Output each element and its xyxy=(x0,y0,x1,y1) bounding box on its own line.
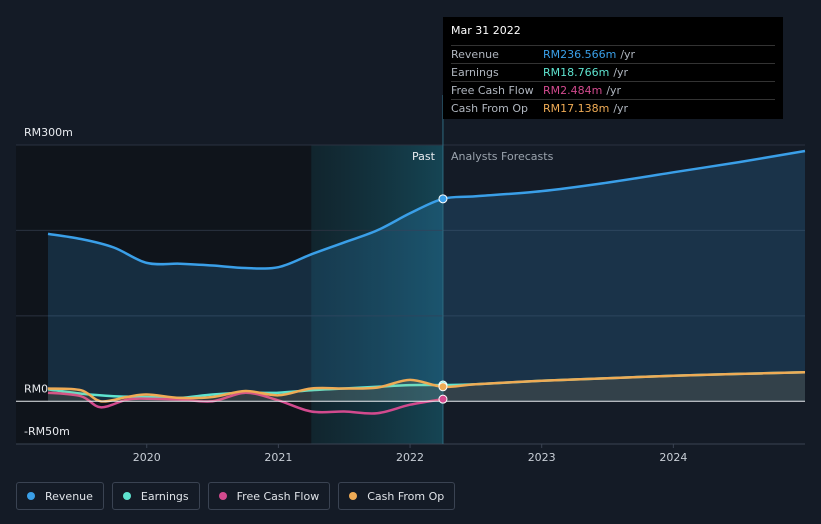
tooltip-row-earnings: Earnings RM18.766m/yr xyxy=(451,63,775,81)
cash-from-op-marker xyxy=(438,382,448,392)
legend-item-earnings[interactable]: Earnings xyxy=(111,482,200,510)
tooltip-date: Mar 31 2022 xyxy=(451,24,521,37)
legend-label: Revenue xyxy=(45,489,93,503)
tooltip-unit: /yr xyxy=(620,48,636,61)
tooltip-label: Earnings xyxy=(451,66,499,79)
legend-item-cash-from-op[interactable]: Cash From Op xyxy=(338,482,456,510)
x-tick-label: 2020 xyxy=(133,451,161,464)
y-tick-label: RM0 xyxy=(24,382,48,395)
revenue-line xyxy=(47,149,806,270)
free-cash-flow-line xyxy=(47,391,444,415)
legend-item-revenue[interactable]: Revenue xyxy=(16,482,104,510)
legend-label: Cash From Op xyxy=(367,489,445,503)
tooltip-value: RM2.484m xyxy=(543,84,603,97)
x-tick-label: 2024 xyxy=(659,451,687,464)
tooltip-unit: /yr xyxy=(613,102,629,115)
legend-item-free-cash-flow[interactable]: Free Cash Flow xyxy=(207,482,331,510)
tooltip-row-cash-from-op: Cash From Op RM17.138m/yr xyxy=(451,99,775,117)
legend-dot-icon xyxy=(349,492,358,500)
legend-dot-icon xyxy=(27,492,35,500)
cash-from-op-area xyxy=(48,372,805,402)
revenue-area xyxy=(48,151,805,402)
x-tick-label: 2021 xyxy=(264,451,292,464)
free-cash-flow-marker xyxy=(438,394,448,404)
tooltip-label: Revenue xyxy=(451,48,499,61)
tooltip-value: RM18.766m xyxy=(543,66,610,79)
tooltip: Mar 31 2022 Revenue RM236.566m/yr Earnings… xyxy=(443,17,783,119)
tooltip-unit: /yr xyxy=(606,84,622,97)
tooltip-row-revenue: Revenue RM236.566m/yr xyxy=(451,45,775,63)
legend-dot-icon xyxy=(218,492,227,500)
x-tick-label: 2023 xyxy=(528,451,556,464)
tooltip-row-free-cash-flow: Free Cash Flow RM2.484m/yr xyxy=(451,81,775,99)
highlight-region xyxy=(311,145,443,444)
tooltip-label: Cash From Op xyxy=(451,102,529,115)
x-tick-label: 2022 xyxy=(396,451,424,464)
legend-dot-icon xyxy=(122,492,131,500)
forecast-label: Analysts Forecasts xyxy=(451,150,554,163)
tooltip-label: Free Cash Flow xyxy=(451,84,534,97)
legend: Revenue Earnings Free Cash Flow Cash From O… xyxy=(16,482,456,512)
past-label: Past xyxy=(412,150,436,163)
tooltip-value: RM17.138m xyxy=(543,102,610,115)
cash-from-op-line xyxy=(47,370,806,403)
revenue-marker xyxy=(438,194,448,204)
y-tick-label: RM300m xyxy=(24,126,73,139)
y-tick-label: -RM50m xyxy=(24,425,70,438)
tooltip-unit: /yr xyxy=(613,66,629,79)
legend-label: Free Cash Flow xyxy=(236,489,320,503)
tooltip-value: RM236.566m xyxy=(543,48,617,61)
legend-label: Earnings xyxy=(140,489,189,503)
